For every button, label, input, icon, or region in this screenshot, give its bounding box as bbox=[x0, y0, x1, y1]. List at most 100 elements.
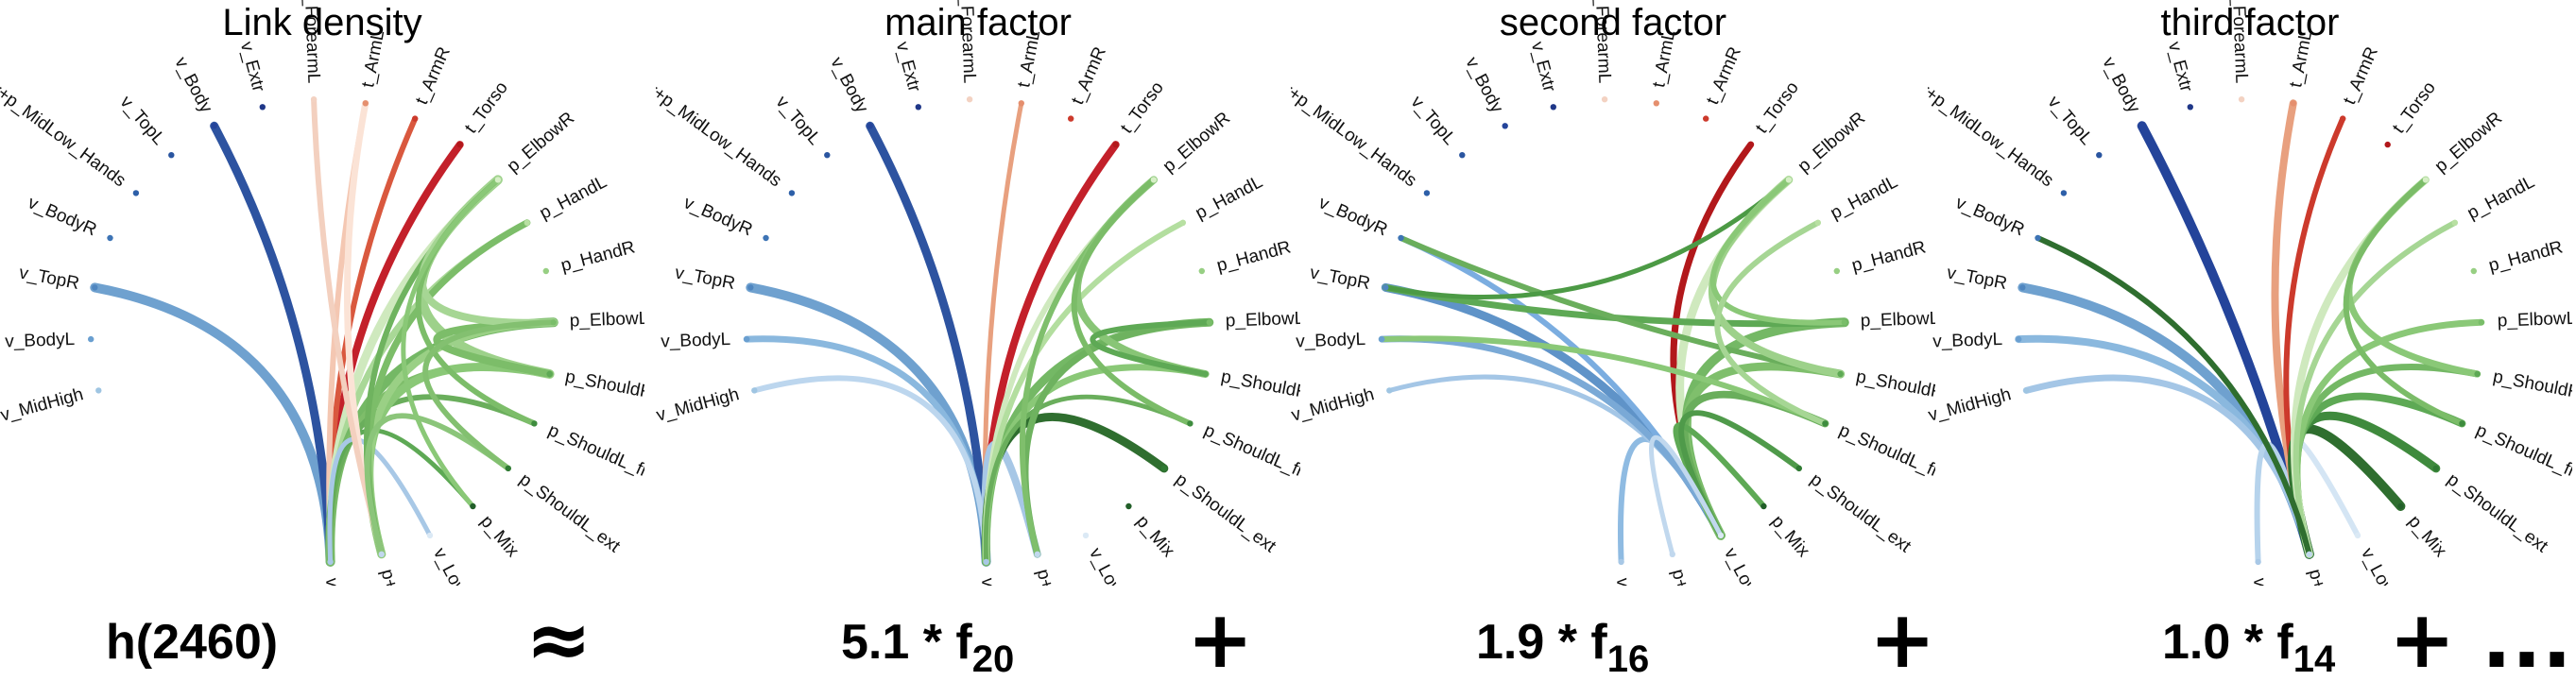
node-dot bbox=[2255, 558, 2261, 566]
node-dot bbox=[763, 234, 769, 242]
chord-link bbox=[2343, 177, 2465, 427]
node-label: p_ShouldL_flex bbox=[545, 420, 644, 488]
node-dot bbox=[132, 190, 140, 196]
panel-title: third factor bbox=[2160, 2, 2340, 43]
node-dot bbox=[1112, 141, 1119, 148]
node-dot bbox=[2023, 387, 2030, 394]
node-dot bbox=[2138, 123, 2145, 129]
node-label: t_Torso bbox=[461, 78, 512, 138]
chord-link bbox=[1381, 282, 1726, 540]
node-label: v+p_MidLow_Hands bbox=[1291, 78, 1420, 192]
node-dot bbox=[310, 96, 318, 103]
chord-link bbox=[401, 177, 501, 509]
node-label: t_ArmR bbox=[1703, 44, 1745, 108]
chord-panel-link-density: Link density v_MidHigh v_BodyL v_TopR v_Bod… bbox=[0, 0, 644, 698]
chord-link bbox=[2293, 364, 2482, 558]
node-dot bbox=[1785, 177, 1793, 183]
node-label: v+p_MidLow_Hands bbox=[656, 78, 785, 192]
node-dot bbox=[1760, 502, 1767, 510]
node-label: p_ElbowL bbox=[2497, 309, 2572, 332]
node-dot bbox=[1618, 558, 1624, 566]
node-dot bbox=[378, 551, 385, 557]
node-dot bbox=[1125, 502, 1132, 510]
node-label: p_Mix bbox=[2404, 512, 2450, 562]
node-dot bbox=[824, 152, 831, 159]
node-dot bbox=[95, 387, 102, 394]
node-label: p+v_Elbows_LowR bbox=[2305, 567, 2363, 586]
node-label: v_MidHigh bbox=[0, 384, 85, 426]
formula-subscript: 14 bbox=[2293, 638, 2336, 680]
formula-term: h(2460) bbox=[106, 614, 278, 681]
node-dot bbox=[915, 104, 921, 111]
node-label: v_TopR bbox=[673, 263, 736, 294]
node-label: v_BodyL bbox=[1296, 330, 1366, 352]
formula-term: 1.0 * f14 bbox=[2162, 614, 2335, 681]
node-label: v_MidLeft bbox=[977, 577, 1000, 586]
node-dot bbox=[2290, 100, 2296, 107]
node-dot bbox=[2016, 335, 2022, 343]
ellipsis: ... bbox=[2482, 593, 2572, 686]
node-label: p_HandL bbox=[1193, 172, 1266, 224]
node-dot bbox=[983, 558, 989, 566]
node-dot bbox=[1837, 370, 1844, 378]
chord-diagram: v_MidHigh v_BodyL v_TopR v_BodyRv+p_MidLow_… bbox=[0, 0, 644, 586]
node-label: v_TopL bbox=[1407, 93, 1460, 149]
node-label: p_ElbowL bbox=[1225, 309, 1300, 332]
node-dot bbox=[259, 104, 266, 111]
node-dot bbox=[362, 100, 369, 107]
chord-panel-third-factor: third factor v_MidHigh v_BodyL v_TopR v_Bod… bbox=[1928, 0, 2572, 698]
node-dot bbox=[2422, 177, 2430, 183]
node-dot bbox=[1717, 532, 1725, 539]
node-dot bbox=[1160, 465, 1167, 472]
node-label: v_BodyR bbox=[1952, 193, 2027, 240]
node-dot bbox=[2060, 190, 2068, 196]
node-label: p_ShouldL_ext bbox=[1807, 469, 1915, 557]
node-dot bbox=[2238, 96, 2245, 103]
node-dot bbox=[1034, 551, 1040, 557]
node-dot bbox=[470, 502, 476, 510]
node-dot bbox=[2478, 319, 2484, 326]
node-label: p_HandR bbox=[1214, 237, 1293, 276]
node-label: t_ArmL bbox=[358, 28, 388, 89]
chord-link bbox=[1709, 177, 1847, 326]
node-label: v_MidLeft bbox=[321, 577, 344, 586]
node-label: p_ElbowR bbox=[1795, 109, 1869, 177]
node-label: v_TopL bbox=[2044, 93, 2097, 149]
node-label: p_HandL bbox=[1828, 172, 1901, 224]
formula-coefficient: 5.1 * f bbox=[841, 615, 972, 670]
node-dot bbox=[1082, 532, 1090, 539]
node-label: p_HandR bbox=[1849, 237, 1928, 276]
node-dot bbox=[1179, 219, 1186, 226]
chord-link bbox=[751, 375, 989, 565]
node-dot bbox=[1669, 551, 1675, 557]
chord-link bbox=[418, 176, 558, 327]
chord-link bbox=[422, 319, 557, 471]
node-label: t_ForearmL bbox=[2228, 0, 2252, 84]
node-dot bbox=[88, 335, 94, 343]
panel-title: Link density bbox=[222, 2, 422, 43]
node-label: t_ForearmL bbox=[956, 0, 980, 84]
node-dot bbox=[1018, 100, 1024, 107]
node-label: p_ElbowL bbox=[569, 309, 644, 332]
node-label: p_ShouldL_flex bbox=[2473, 420, 2572, 488]
node-label: v_Body bbox=[170, 54, 215, 116]
node-dot bbox=[2470, 267, 2477, 275]
node-dot bbox=[2187, 104, 2193, 111]
node-label: p_ElbowR bbox=[1159, 109, 1234, 177]
node-dot bbox=[2354, 532, 2361, 539]
node-dot bbox=[1068, 115, 1074, 122]
node-label: v_TopL bbox=[116, 93, 169, 149]
chord-panel-second-factor: second factor v_MidHigh v_BodyL v_TopR v_Bo… bbox=[1291, 0, 1935, 698]
node-dot bbox=[494, 177, 502, 183]
node-label: v_Body bbox=[2098, 54, 2143, 116]
node-label: p_ShouldR bbox=[563, 366, 644, 402]
node-label: p_ShouldR bbox=[1854, 366, 1935, 402]
chord-link bbox=[365, 363, 555, 559]
node-label: v_LowL bbox=[1720, 545, 1766, 586]
node-label: p+v_Elbows_LowR bbox=[1033, 567, 1091, 586]
node-dot bbox=[1398, 234, 1404, 242]
node-label: p_HandL bbox=[537, 172, 610, 224]
node-label: p_ElbowR bbox=[504, 109, 578, 177]
node-dot bbox=[1703, 115, 1709, 122]
node-label: v_BodyR bbox=[1315, 193, 1390, 240]
